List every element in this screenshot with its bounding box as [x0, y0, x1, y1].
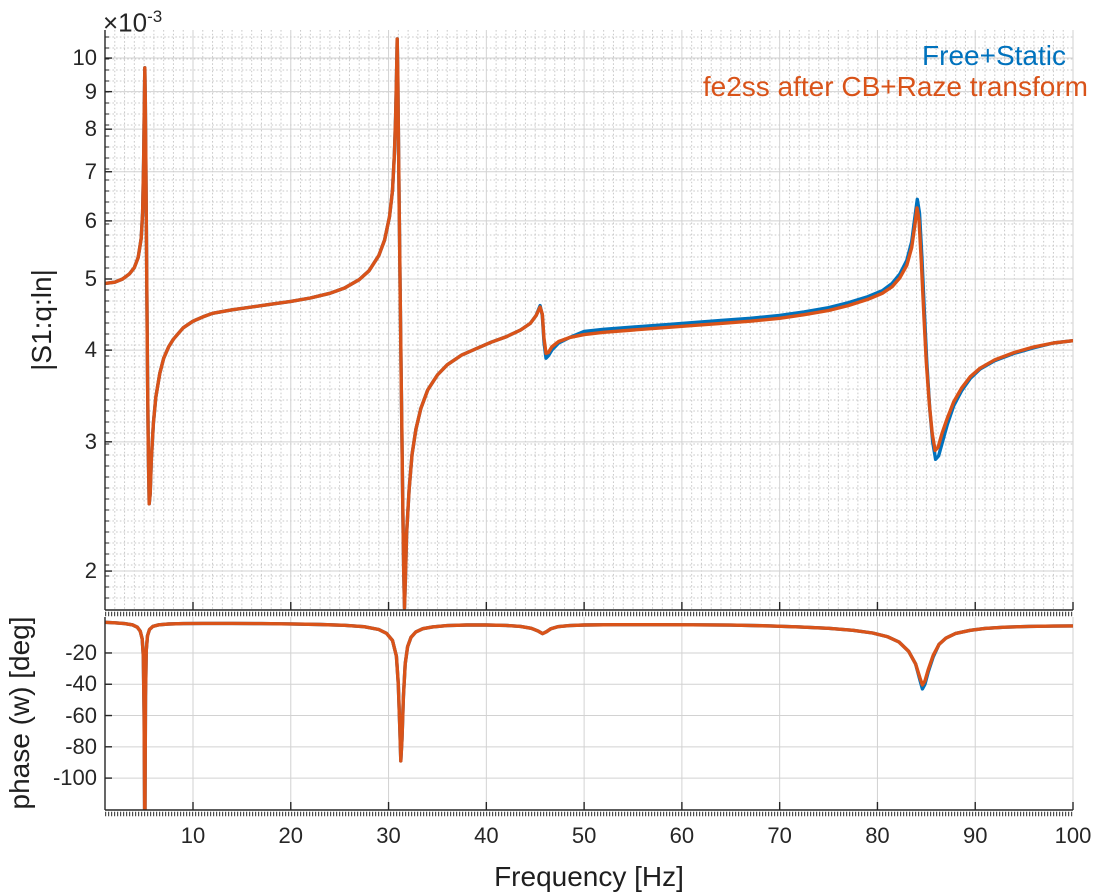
magnitude-curve-free-static [105, 37, 1073, 610]
x-tick-label: 80 [865, 823, 890, 848]
x-axis-label: Frequency [Hz] [494, 861, 684, 892]
major-grid [105, 30, 1074, 810]
x-tick-label: 90 [962, 823, 988, 848]
magnitude-y-tick-label: 9 [84, 78, 97, 104]
minor-ticks [105, 36, 1073, 817]
x-tick-label: 20 [278, 823, 303, 848]
x-tick-label: 30 [376, 823, 401, 848]
magnitude-y-tick-label: 6 [84, 207, 97, 233]
legend-entry-fe2ss: fe2ss after CB+Raze transform [702, 71, 1088, 102]
magnitude-curve-fe2ss [105, 37, 1073, 610]
phase-y-tick-label: -20 [65, 639, 97, 665]
multiplier-base: ×10 [103, 7, 148, 38]
phase-y-tick-label: -80 [65, 733, 97, 759]
legend-entry-free-static: Free+Static [922, 40, 1066, 71]
axes [104, 30, 1074, 811]
magnitude-y-tick-label: 8 [84, 116, 97, 142]
x-tick-label: 40 [474, 823, 499, 848]
magnitude-y-tick-label: 5 [84, 265, 97, 291]
multiplier-exponent: -3 [147, 7, 163, 26]
magnitude-y-tick-label: 2 [84, 558, 97, 584]
x-tick-label: 10 [180, 823, 206, 848]
x-tick-label: 60 [669, 823, 695, 848]
phase-y-tick-label: -40 [65, 671, 97, 697]
magnitude-y-tick-label: 3 [84, 428, 97, 454]
x-tick-label: 100 [1054, 823, 1092, 848]
x-tick-label: 70 [767, 823, 792, 848]
x-tick-label: 50 [571, 823, 597, 848]
phase-y-tick-label: -100 [52, 765, 97, 791]
magnitude-y-axis-label: |S1:q:ln| [26, 269, 57, 371]
magnitude-minor-grid [105, 30, 1073, 610]
magnitude-y-tick-label: 10 [72, 45, 97, 71]
magnitude-y-tick-label: 4 [84, 337, 97, 363]
phase-curve-fe2ss [105, 620, 1073, 810]
phase-y-tick-label: -60 [65, 702, 97, 728]
magnitude-y-tick-label: 7 [84, 158, 97, 184]
y-axis-multiplier: ×10-3 [103, 4, 162, 36]
